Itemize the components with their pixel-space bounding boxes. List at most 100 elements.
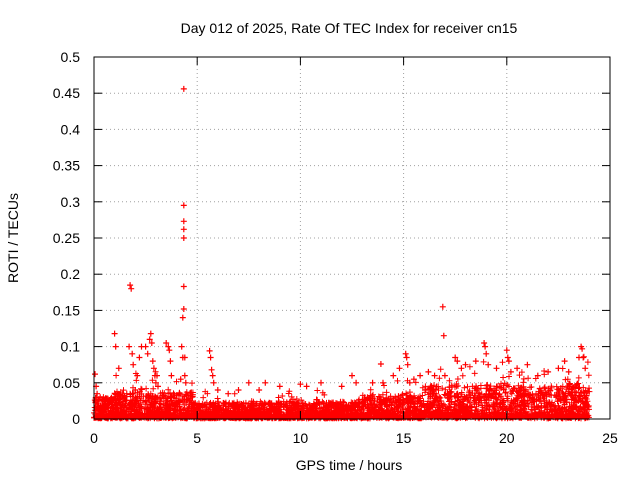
data-point	[115, 365, 122, 372]
data-point	[404, 361, 411, 368]
data-point	[454, 358, 461, 365]
data-point	[235, 387, 242, 393]
x-tick-label: 25	[602, 430, 618, 446]
data-point	[180, 218, 187, 225]
data-point	[155, 383, 161, 390]
x-axis-label: GPS time / hours	[296, 457, 403, 473]
data-point	[94, 390, 101, 397]
data-point	[152, 379, 159, 386]
data-point	[180, 202, 187, 209]
data-point	[483, 350, 490, 357]
data-point	[472, 358, 479, 365]
data-point	[458, 365, 465, 372]
data-point	[410, 376, 417, 383]
data-point	[208, 366, 215, 373]
data-point	[481, 340, 488, 346]
data-point	[181, 354, 188, 361]
data-point	[380, 379, 386, 386]
y-tick-label: 0.15	[53, 302, 80, 318]
data-point	[507, 368, 514, 375]
data-point	[303, 383, 310, 390]
data-point	[166, 347, 173, 354]
data-point	[180, 226, 187, 233]
data-point	[390, 372, 397, 379]
y-tick-label: 0.05	[53, 375, 80, 391]
data-point	[349, 372, 355, 379]
data-point	[207, 354, 214, 361]
data-point	[225, 390, 232, 397]
data-point	[582, 365, 589, 372]
data-point	[97, 394, 104, 401]
x-tick-label: 5	[193, 430, 201, 446]
data-point	[127, 282, 134, 289]
data-point	[206, 347, 213, 354]
x-tick-label: 15	[396, 430, 412, 446]
data-point	[146, 336, 153, 343]
data-point	[177, 376, 184, 383]
data-point	[136, 354, 143, 361]
data-point	[180, 306, 187, 312]
data-point	[181, 372, 188, 379]
data-point	[545, 368, 552, 375]
data-point	[101, 397, 108, 404]
data-point	[417, 372, 424, 379]
data-point	[565, 368, 572, 375]
data-point	[214, 387, 221, 393]
data-point	[142, 343, 149, 350]
data-point	[441, 372, 448, 379]
data-point	[402, 350, 409, 357]
data-point	[180, 235, 187, 241]
data-point	[150, 365, 157, 372]
data-point	[377, 361, 384, 367]
data-point	[555, 365, 562, 372]
data-point	[149, 358, 156, 365]
data-point	[148, 340, 155, 346]
y-tick-label: 0.35	[53, 158, 80, 174]
y-tick-label: 0.1	[61, 339, 81, 355]
data-point	[245, 379, 252, 386]
data-point	[440, 332, 447, 339]
x-tick-labels: 0 5 10 15 20 25	[90, 430, 618, 446]
data-point	[163, 340, 170, 346]
data-point	[431, 372, 438, 379]
data-point	[462, 361, 469, 368]
data-point	[126, 343, 133, 350]
data-point	[179, 314, 186, 321]
data-point	[262, 379, 269, 386]
data-point	[167, 358, 174, 365]
data-point	[210, 379, 217, 386]
data-point	[505, 358, 512, 365]
data-point	[165, 343, 172, 350]
data-point	[439, 303, 446, 310]
y-tick-labels: 0 0.05 0.1 0.15 0.2 0.25 0.3 0.35 0.4 0.45 0.5	[53, 49, 80, 427]
x-tick-label: 0	[90, 430, 98, 446]
chart-title: Day 012 of 2025, Rate Of TEC Index for r…	[181, 20, 518, 36]
data-point	[396, 365, 403, 372]
data-point	[92, 371, 98, 378]
data-point	[144, 350, 151, 357]
data-point	[579, 345, 586, 352]
y-tick-label: 0.2	[61, 266, 81, 282]
data-point	[147, 330, 154, 337]
data-point	[580, 354, 587, 361]
data-point	[132, 387, 139, 393]
data-point	[182, 379, 189, 386]
data-point	[482, 343, 489, 350]
data-point	[154, 372, 160, 379]
data-point	[276, 383, 283, 390]
data-point	[504, 354, 511, 361]
x-tick-label: 10	[293, 430, 309, 446]
y-tick-label: 0.25	[53, 230, 80, 246]
data-point	[111, 330, 118, 337]
data-point	[452, 354, 459, 361]
data-point	[403, 354, 410, 361]
x-tick-label: 20	[499, 430, 515, 446]
y-tick-label: 0.4	[61, 121, 81, 137]
y-tick-label: 0.5	[61, 49, 81, 65]
data-point	[534, 372, 541, 379]
data-point	[168, 372, 175, 379]
data-point	[425, 368, 432, 375]
data-point	[369, 379, 376, 386]
data-point	[485, 361, 492, 368]
